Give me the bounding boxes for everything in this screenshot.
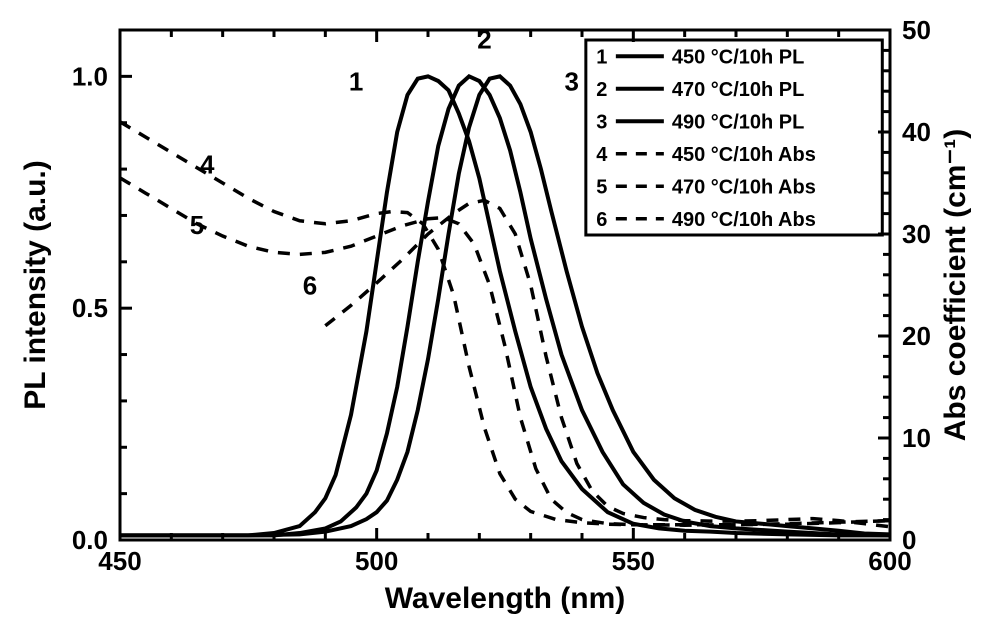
legend-num: 3 — [596, 111, 607, 133]
legend-num: 1 — [596, 46, 607, 68]
y-left-tick-label: 1.0 — [72, 61, 108, 91]
y-right-tick-label: 10 — [902, 423, 931, 453]
legend-num: 5 — [596, 176, 607, 198]
legend-label: 470 °C/10h PL — [672, 79, 805, 101]
chart-container: 4505005506000.00.51.001020304050Waveleng… — [0, 0, 1000, 633]
y-right-tick-label: 50 — [902, 15, 931, 45]
series-label-2: 2 — [477, 25, 491, 55]
legend-label: 490 °C/10h Abs — [672, 209, 816, 231]
legend-label: 450 °C/10h Abs — [672, 144, 816, 166]
y-right-tick-label: 20 — [902, 321, 931, 351]
legend-label: 490 °C/10h PL — [672, 111, 805, 133]
series-label-4: 4 — [200, 150, 215, 180]
series-label-3: 3 — [564, 66, 578, 96]
series-6 — [325, 200, 890, 526]
legend-box — [586, 40, 882, 235]
legend-label: 470 °C/10h Abs — [672, 176, 816, 198]
y-left-tick-label: 0.0 — [72, 525, 108, 555]
y-left-axis-label: PL intensity (a.u.) — [19, 160, 52, 409]
y-left-tick-label: 0.5 — [72, 293, 108, 323]
legend-num: 4 — [596, 144, 608, 166]
y-right-axis-label: Abs coefficient (cm⁻¹) — [939, 129, 972, 442]
legend-num: 6 — [596, 209, 607, 231]
series-label-6: 6 — [303, 270, 317, 300]
series-label-1: 1 — [349, 66, 363, 96]
legend-num: 2 — [596, 79, 607, 101]
x-tick-label: 550 — [612, 546, 655, 576]
y-right-tick-label: 30 — [902, 219, 931, 249]
chart-svg: 4505005506000.00.51.001020304050Waveleng… — [0, 0, 1000, 633]
x-axis-label: Wavelength (nm) — [385, 582, 626, 615]
y-right-tick-label: 40 — [902, 117, 931, 147]
y-right-tick-label: 0 — [902, 525, 916, 555]
legend-label: 450 °C/10h PL — [672, 46, 805, 68]
series-label-5: 5 — [190, 210, 204, 240]
x-tick-label: 500 — [355, 546, 398, 576]
